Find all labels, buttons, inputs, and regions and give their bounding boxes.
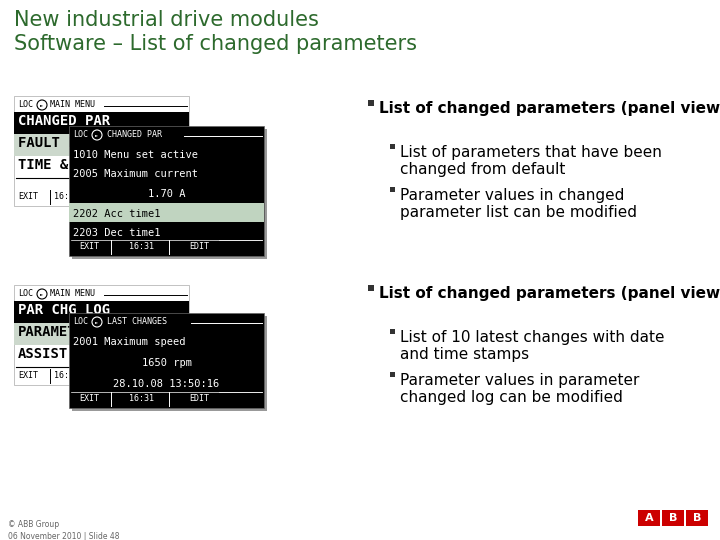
Text: List of changed parameters (panel view “CHANGED PAR”): List of changed parameters (panel view “… — [379, 101, 720, 116]
Text: LAST CHANGES: LAST CHANGES — [107, 317, 167, 326]
Text: 2203 Dec time1: 2203 Dec time1 — [73, 228, 161, 238]
Text: Parameter values in changed
parameter list can be modified: Parameter values in changed parameter li… — [400, 188, 637, 220]
Text: CHANGED PAR: CHANGED PAR — [18, 114, 110, 128]
Bar — [14, 96, 189, 206]
Text: 2202 Acc time1: 2202 Acc time1 — [73, 208, 161, 219]
Text: B: B — [693, 513, 701, 523]
Text: CHANGED PAR: CHANGED PAR — [107, 130, 162, 139]
Text: © ABB Group
06 November 2010 | Slide 48: © ABB Group 06 November 2010 | Slide 48 — [8, 520, 120, 540]
Text: LOC: LOC — [73, 130, 88, 139]
Text: EXIT: EXIT — [79, 242, 99, 251]
Text: 16:31: 16:31 — [128, 242, 153, 251]
Bar — [14, 134, 189, 156]
Text: TIME &: TIME & — [18, 158, 68, 172]
Bar — [14, 301, 189, 323]
Text: EXIT: EXIT — [18, 371, 38, 380]
Bar — [390, 329, 395, 334]
Text: EXIT: EXIT — [79, 394, 99, 403]
Text: LOC: LOC — [73, 317, 88, 326]
Bar — [390, 187, 395, 192]
Text: ►: ► — [96, 133, 99, 137]
Text: List of parameters that have been
changed from default: List of parameters that have been change… — [400, 145, 662, 178]
Bar — [14, 323, 189, 345]
Bar — [69, 313, 264, 408]
Text: EDIT: EDIT — [189, 394, 209, 403]
Text: Parameter values in parameter
changed log can be modified: Parameter values in parameter changed lo… — [400, 373, 639, 406]
Text: 16:31: 16:31 — [128, 394, 153, 403]
Text: PAR CHG LOG: PAR CHG LOG — [18, 303, 110, 317]
Text: 16:: 16: — [54, 192, 69, 201]
Text: 2001 Maximum speed: 2001 Maximum speed — [73, 338, 186, 347]
Text: 16:: 16: — [54, 371, 69, 380]
Bar — [72, 129, 267, 259]
Bar — [662, 510, 684, 526]
Text: ►: ► — [96, 320, 99, 324]
Text: 1010 Menu set active: 1010 Menu set active — [73, 150, 198, 160]
Bar — [368, 100, 374, 106]
Bar — [69, 126, 264, 256]
Text: MAIN MENU: MAIN MENU — [50, 100, 95, 109]
Bar — [69, 203, 264, 222]
Text: ASSIST: ASSIST — [18, 347, 68, 361]
Text: LOC: LOC — [18, 289, 33, 298]
Text: 1.70 A: 1.70 A — [148, 189, 185, 199]
Bar — [14, 112, 189, 134]
Text: List of 10 latest changes with date
and time stamps: List of 10 latest changes with date and … — [400, 330, 665, 362]
Text: ►: ► — [40, 103, 44, 107]
Text: 2005 Maximum current: 2005 Maximum current — [73, 170, 198, 179]
Text: EXIT: EXIT — [18, 192, 38, 201]
Bar — [14, 285, 189, 385]
Text: PARAMETERS: PARAMETERS — [18, 325, 102, 339]
Bar — [368, 285, 374, 291]
Bar — [638, 510, 660, 526]
Bar — [686, 510, 708, 526]
Text: 28.10.08 13:50:16: 28.10.08 13:50:16 — [113, 379, 220, 389]
Bar — [72, 316, 267, 411]
Text: A: A — [644, 513, 653, 523]
Bar — [390, 372, 395, 377]
Text: New industrial drive modules: New industrial drive modules — [14, 10, 319, 30]
Text: MAIN MENU: MAIN MENU — [50, 289, 95, 298]
Text: Software – List of changed parameters: Software – List of changed parameters — [14, 34, 417, 54]
Text: EDIT: EDIT — [189, 242, 209, 251]
Bar — [390, 144, 395, 149]
Text: B: B — [669, 513, 678, 523]
Text: FAULT LOGGER: FAULT LOGGER — [18, 136, 119, 150]
Text: LOC: LOC — [18, 100, 33, 109]
Text: ►: ► — [40, 292, 44, 296]
Text: List of changed parameters (panel view “PAR CHG LOG”): List of changed parameters (panel view “… — [379, 286, 720, 301]
Text: 1650 rpm: 1650 rpm — [142, 359, 192, 368]
